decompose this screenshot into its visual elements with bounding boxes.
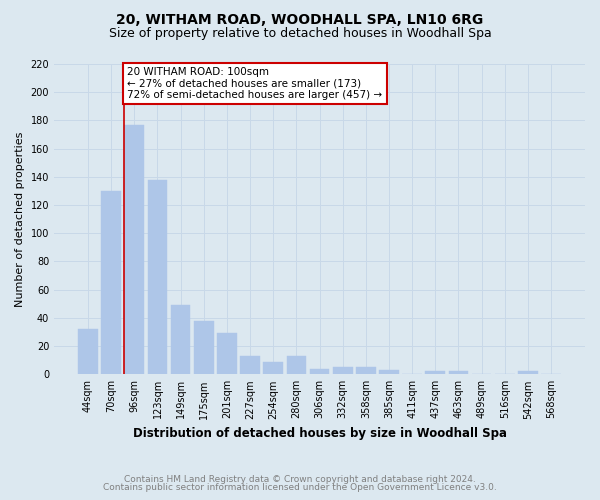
Bar	[240, 356, 260, 374]
Bar	[310, 368, 329, 374]
Text: Contains HM Land Registry data © Crown copyright and database right 2024.: Contains HM Land Registry data © Crown c…	[124, 475, 476, 484]
Bar	[379, 370, 399, 374]
Bar	[148, 180, 167, 374]
X-axis label: Distribution of detached houses by size in Woodhall Spa: Distribution of detached houses by size …	[133, 427, 506, 440]
Y-axis label: Number of detached properties: Number of detached properties	[15, 132, 25, 307]
Text: 20 WITHAM ROAD: 100sqm
← 27% of detached houses are smaller (173)
72% of semi-de: 20 WITHAM ROAD: 100sqm ← 27% of detached…	[127, 67, 382, 100]
Bar	[425, 372, 445, 374]
Bar	[171, 305, 190, 374]
Bar	[78, 329, 98, 374]
Bar	[101, 191, 121, 374]
Bar	[356, 368, 376, 374]
Bar	[333, 368, 353, 374]
Bar	[194, 320, 214, 374]
Bar	[449, 372, 468, 374]
Text: Size of property relative to detached houses in Woodhall Spa: Size of property relative to detached ho…	[109, 28, 491, 40]
Bar	[518, 372, 538, 374]
Text: Contains public sector information licensed under the Open Government Licence v3: Contains public sector information licen…	[103, 484, 497, 492]
Bar	[287, 356, 306, 374]
Text: 20, WITHAM ROAD, WOODHALL SPA, LN10 6RG: 20, WITHAM ROAD, WOODHALL SPA, LN10 6RG	[116, 12, 484, 26]
Bar	[263, 362, 283, 374]
Bar	[217, 334, 237, 374]
Bar	[124, 124, 144, 374]
